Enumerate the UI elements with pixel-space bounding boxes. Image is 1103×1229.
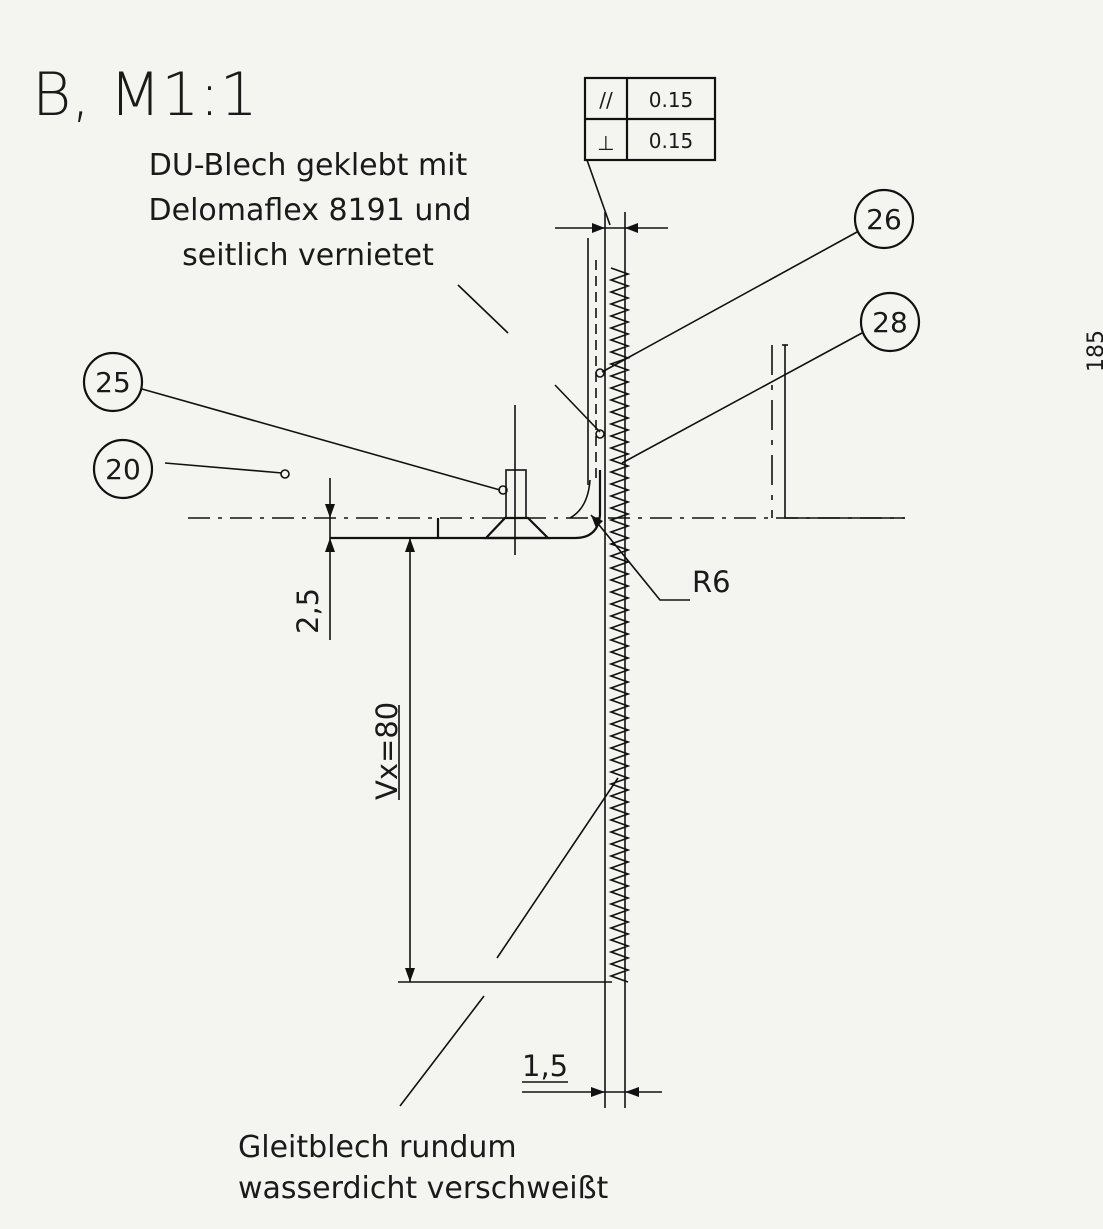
rivet-head [483, 516, 551, 540]
parallelism-symbol: // [599, 88, 613, 112]
view-title: B, M1:1 [32, 60, 258, 130]
balloon-20: 20 [92, 438, 290, 500]
weld-note-line-1: Gleitblech rundum [238, 1130, 517, 1165]
weld-note: Gleitblech rundum wasserdicht verschweiß… [238, 777, 619, 1206]
base-plate [188, 344, 905, 555]
balloon-26: 26 [595, 188, 915, 378]
adhesive-note-line-2: Delomaflex 8191 und [149, 193, 472, 228]
balloon-25: 25 [82, 351, 501, 491]
parallelism-value: 0.15 [649, 88, 694, 112]
thickness-dimension-2-5: 2,5 [291, 478, 335, 640]
perpendicularity-value: 0.15 [649, 129, 694, 153]
tolerance-frame: // 0.15 ⊥ 0.15 [583, 76, 717, 226]
radius-dimension: R6 [590, 514, 731, 601]
svg-text:26: 26 [866, 203, 902, 236]
leader-dot [595, 429, 605, 439]
reference-bracket [784, 345, 905, 519]
weld-seam [608, 267, 631, 983]
weld-note-leader [399, 995, 485, 1107]
thickness-1-5-label: 1,5 [522, 1049, 568, 1083]
svg-text:25: 25 [95, 366, 131, 399]
bend-radius-outline [330, 470, 602, 540]
svg-text:20: 20 [105, 453, 141, 486]
adhesive-note: DU-Blech geklebt mit Delomaflex 8191 und… [149, 148, 605, 439]
perpendicularity-symbol: ⊥ [597, 131, 614, 155]
weld-note-line-2: wasserdicht verschweißt [238, 1171, 609, 1206]
thickness-2-5-label: 2,5 [291, 588, 325, 634]
tolerance-leader [586, 159, 611, 226]
adhesive-note-leader [457, 284, 509, 334]
adhesive-note-leader-2 [554, 384, 601, 433]
radius-label: R6 [692, 565, 731, 599]
edge-reference: 185 [1084, 330, 1103, 372]
svg-text:28: 28 [872, 306, 908, 339]
adhesive-note-line-3: seitlich vernietet [182, 238, 434, 273]
balloon-28: 28 [621, 291, 921, 464]
vertical-plate [555, 212, 668, 1108]
rivet-body [505, 469, 527, 519]
thickness-dimension-1-5: 1,5 [522, 1049, 662, 1097]
vx-dimension: Vx=80 [370, 538, 612, 983]
adhesive-note-line-1: DU-Blech geklebt mit [149, 148, 468, 183]
